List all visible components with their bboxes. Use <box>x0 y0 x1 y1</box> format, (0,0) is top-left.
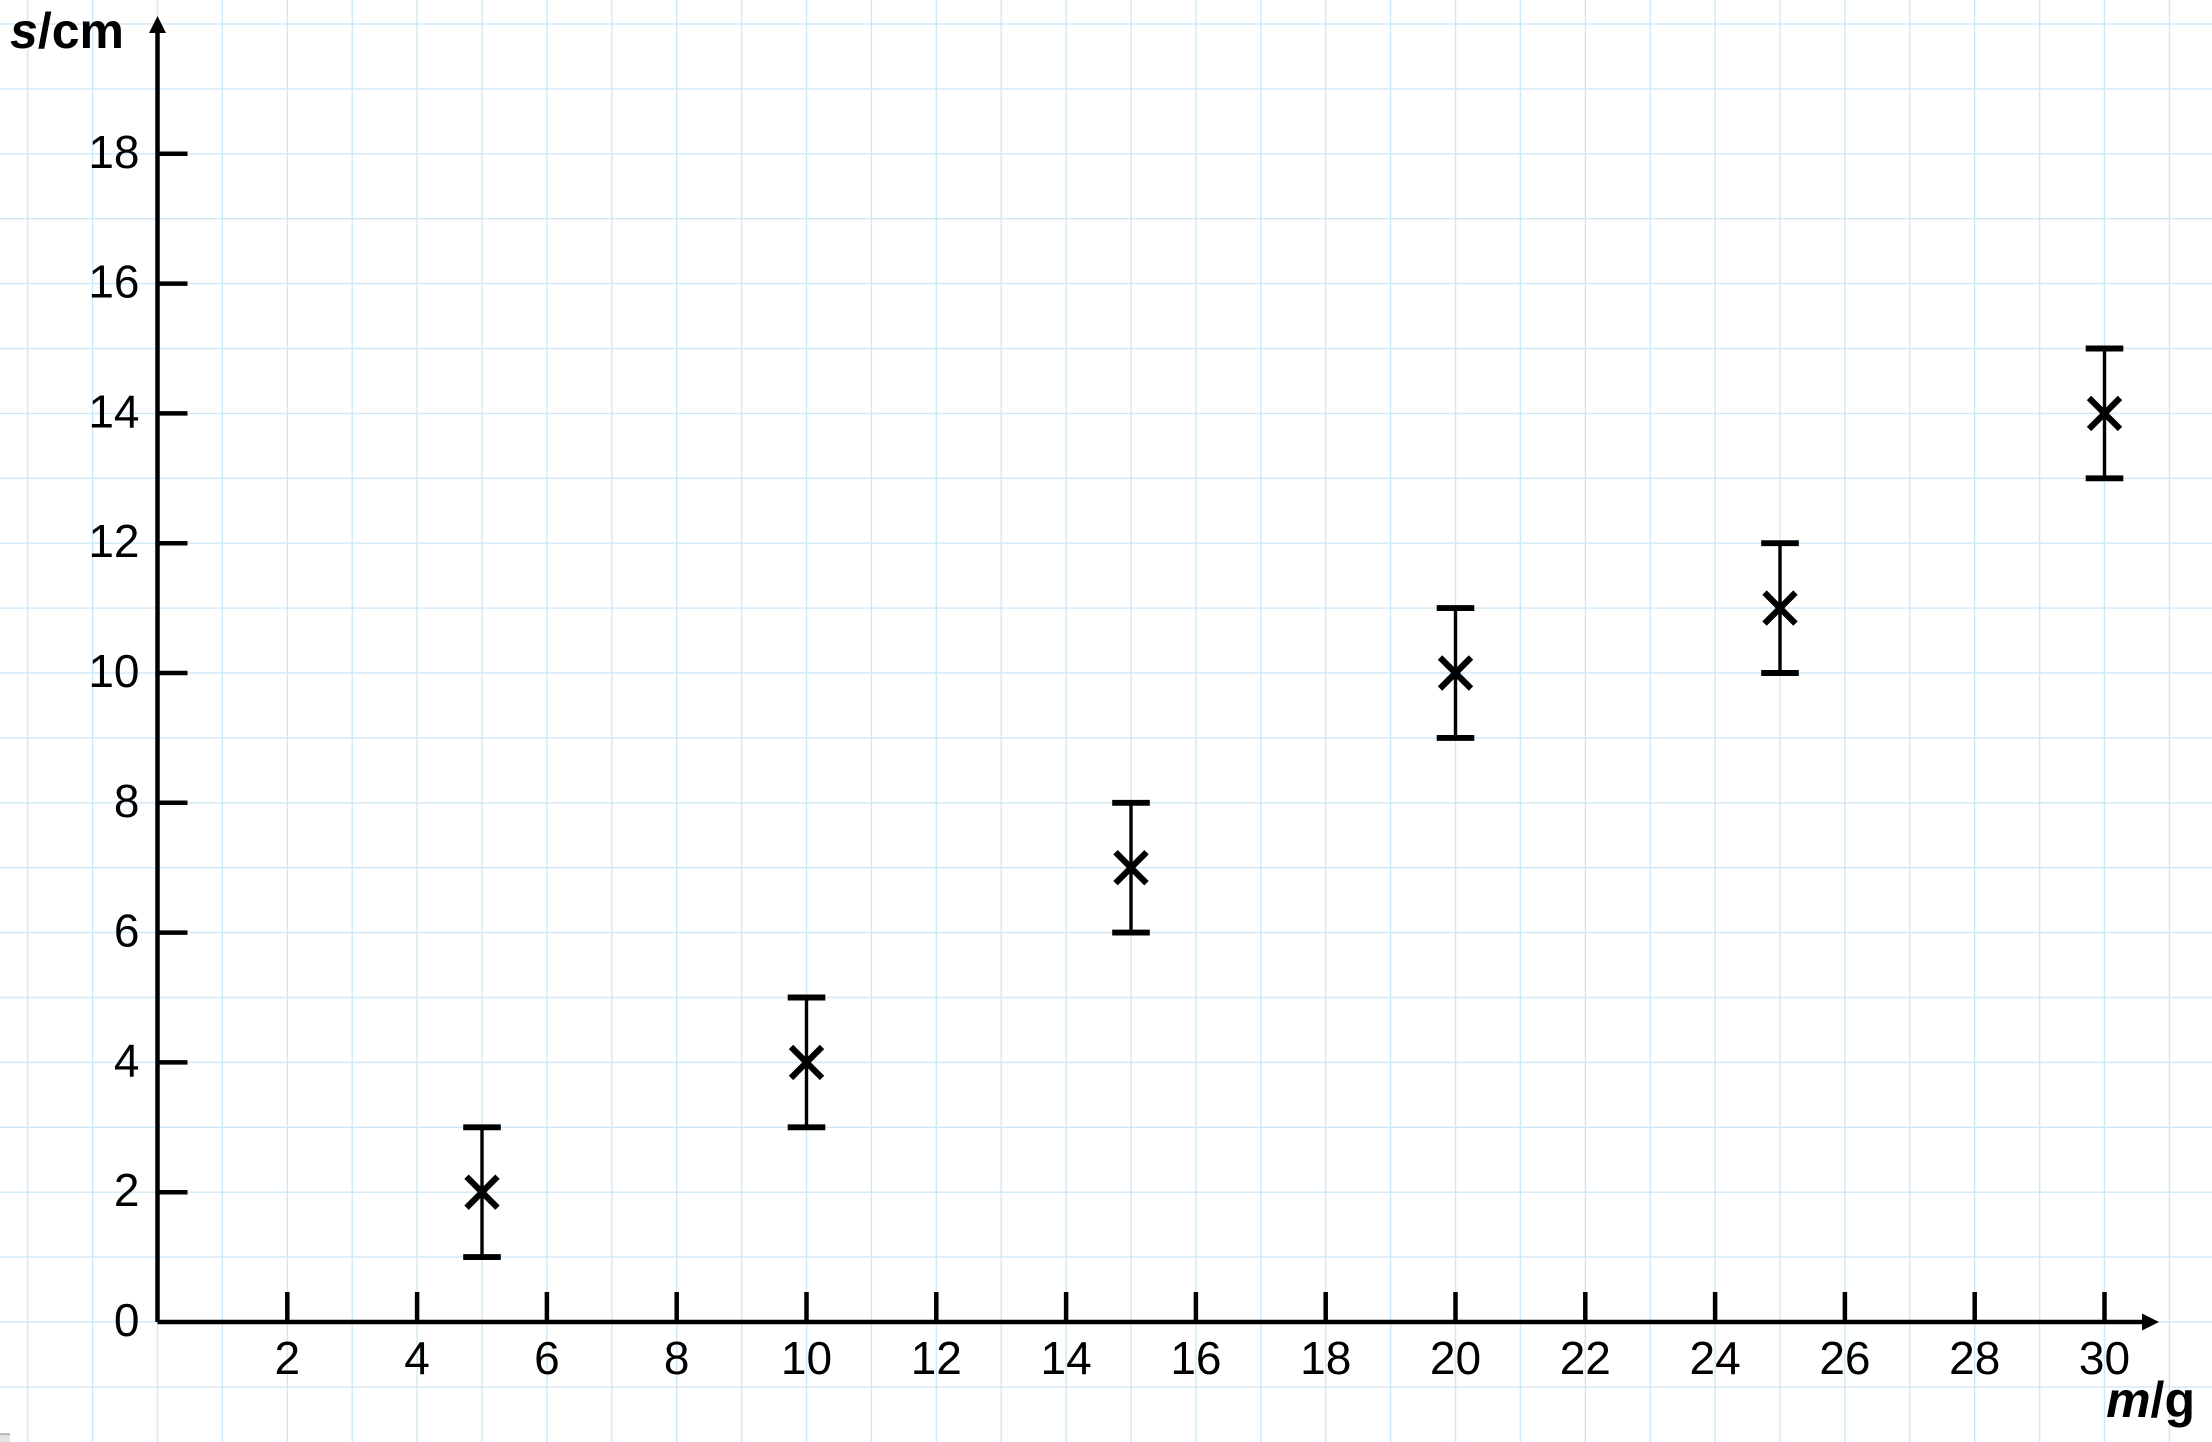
svg-text:m/g: m/g <box>2106 1372 2195 1428</box>
svg-text:4: 4 <box>114 1034 140 1086</box>
svg-text:16: 16 <box>1170 1332 1221 1384</box>
svg-text:18: 18 <box>88 126 139 178</box>
svg-text:6: 6 <box>534 1332 560 1384</box>
svg-text:16: 16 <box>88 256 139 308</box>
svg-text:22: 22 <box>1560 1332 1611 1384</box>
svg-text:28: 28 <box>1949 1332 2000 1384</box>
svg-text:2: 2 <box>114 1164 140 1216</box>
svg-text:12: 12 <box>911 1332 962 1384</box>
svg-text:14: 14 <box>1041 1332 1092 1384</box>
svg-text:4: 4 <box>404 1332 430 1384</box>
svg-text:18: 18 <box>1300 1332 1351 1384</box>
svg-text:10: 10 <box>781 1332 832 1384</box>
svg-text:12: 12 <box>88 515 139 567</box>
svg-text:10: 10 <box>88 645 139 697</box>
svg-text:0: 0 <box>114 1294 140 1346</box>
svg-text:s/cm: s/cm <box>10 3 124 59</box>
svg-text:26: 26 <box>1819 1332 1870 1384</box>
svg-text:20: 20 <box>1430 1332 1481 1384</box>
svg-text:6: 6 <box>114 905 140 957</box>
svg-text:8: 8 <box>114 775 140 827</box>
svg-text:14: 14 <box>88 385 139 437</box>
svg-text:2: 2 <box>275 1332 301 1384</box>
svg-text:8: 8 <box>664 1332 690 1384</box>
svg-text:24: 24 <box>1690 1332 1741 1384</box>
